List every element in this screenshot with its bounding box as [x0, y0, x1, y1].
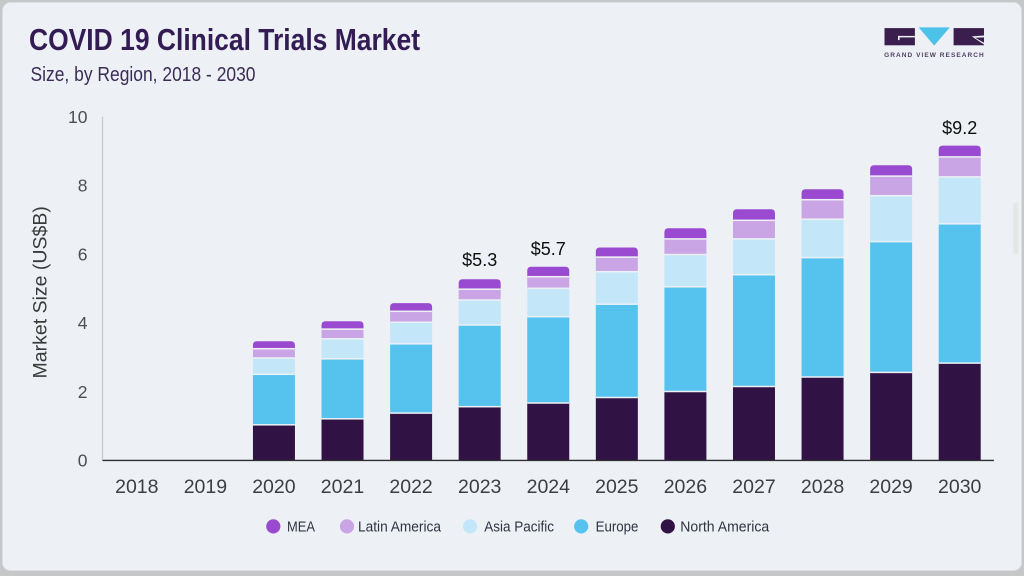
- svg-text:2020: 2020: [252, 476, 296, 498]
- svg-text:2028: 2028: [801, 476, 844, 498]
- svg-text:8: 8: [78, 176, 88, 196]
- svg-text:2019: 2019: [184, 476, 227, 498]
- svg-text:Latin America: Latin America: [358, 519, 442, 536]
- svg-text:GRAND VIEW RESEARCH: GRAND VIEW RESEARCH: [884, 52, 984, 59]
- svg-text:$5.7: $5.7: [531, 239, 566, 259]
- svg-text:4: 4: [78, 313, 88, 333]
- svg-text:$5.3: $5.3: [462, 250, 497, 270]
- svg-text:2024: 2024: [527, 476, 571, 498]
- svg-text:2: 2: [78, 382, 88, 402]
- svg-text:COVID 19 Clinical Trials Marke: COVID 19 Clinical Trials Market: [29, 22, 420, 57]
- svg-text:Europe: Europe: [596, 519, 639, 536]
- svg-text:2025: 2025: [595, 476, 639, 498]
- svg-text:2021: 2021: [321, 476, 364, 498]
- svg-text:2026: 2026: [664, 476, 707, 498]
- svg-text:Market Size (US$B): Market Size (US$B): [30, 206, 52, 378]
- svg-text:2022: 2022: [389, 476, 432, 498]
- svg-text:2018: 2018: [115, 476, 158, 498]
- svg-text:North America: North America: [680, 519, 770, 536]
- svg-text:0: 0: [78, 451, 88, 471]
- svg-text:2029: 2029: [869, 476, 912, 498]
- svg-text:10: 10: [68, 107, 88, 127]
- svg-text:Asia Pacific: Asia Pacific: [484, 519, 554, 536]
- svg-text:6: 6: [78, 244, 88, 264]
- svg-text:$9.2: $9.2: [942, 118, 977, 138]
- svg-text:Size, by Region, 2018 - 2030: Size, by Region, 2018 - 2030: [31, 64, 256, 86]
- svg-text:2030: 2030: [938, 476, 982, 498]
- svg-text:MEA: MEA: [287, 519, 315, 536]
- svg-text:2027: 2027: [732, 476, 775, 498]
- svg-text:2023: 2023: [458, 476, 501, 498]
